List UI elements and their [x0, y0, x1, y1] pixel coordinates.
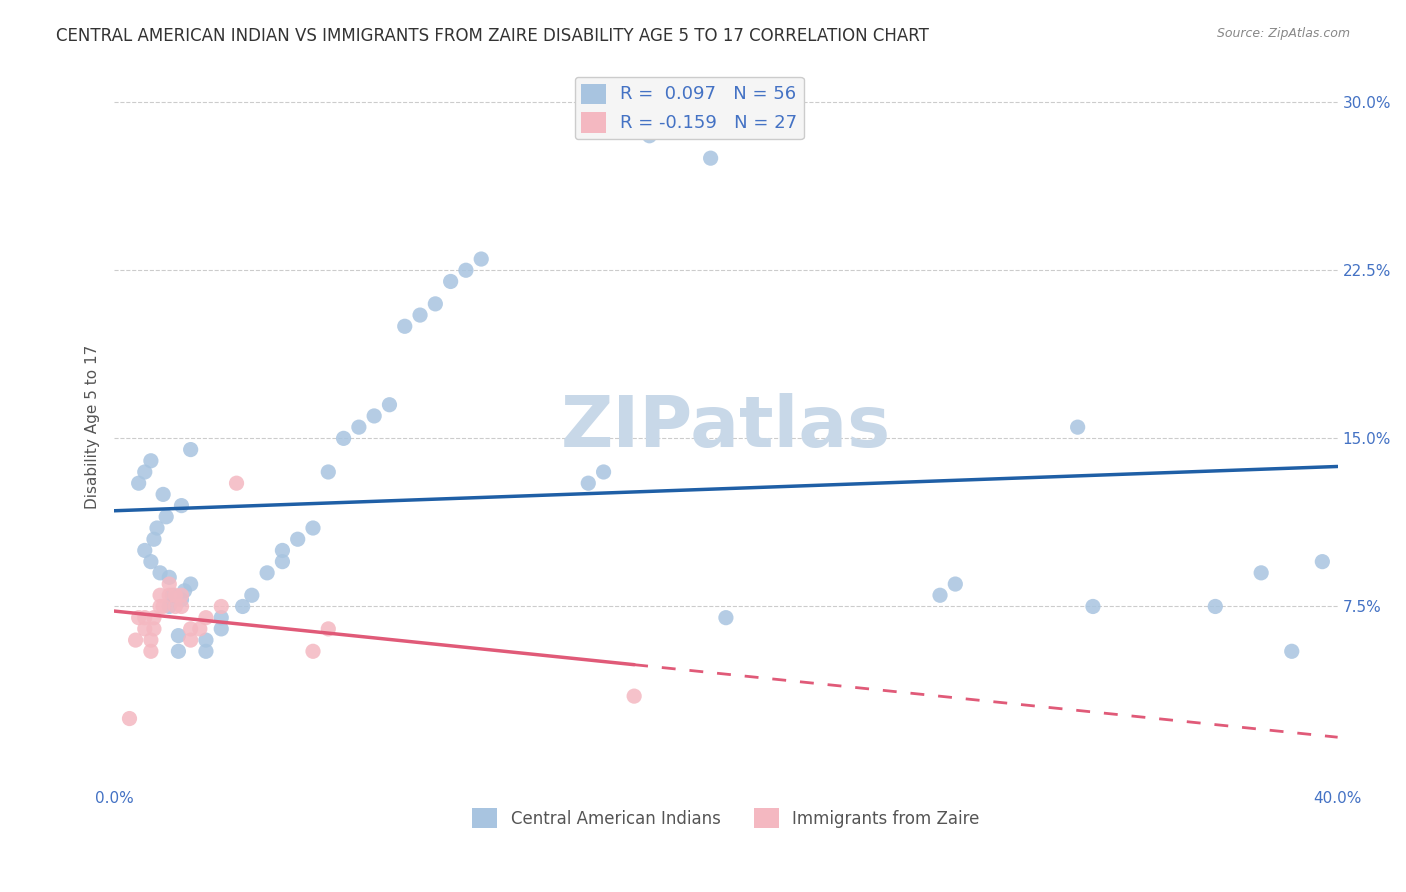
Legend: Central American Indians, Immigrants from Zaire: Central American Indians, Immigrants fro…	[465, 801, 986, 835]
Point	[1312, 555, 1334, 569]
Text: CENTRAL AMERICAN INDIAN VS IMMIGRANTS FROM ZAIRE DISABILITY AGE 5 TO 17 CORRELAT: CENTRAL AMERICAN INDIAN VS IMMIGRANTS FR…	[56, 27, 929, 45]
Point	[1281, 644, 1303, 658]
Point	[576, 476, 599, 491]
Point	[1066, 420, 1088, 434]
Point	[180, 442, 202, 457]
Point	[209, 622, 232, 636]
Point	[454, 263, 477, 277]
Point	[1081, 599, 1104, 614]
Point	[225, 476, 247, 491]
Point	[134, 465, 156, 479]
Point	[157, 577, 180, 591]
Point	[194, 644, 217, 658]
Point	[157, 588, 180, 602]
Point	[316, 465, 339, 479]
Point	[592, 465, 614, 479]
Point	[167, 629, 190, 643]
Point	[152, 487, 174, 501]
Y-axis label: Disability Age 5 to 17: Disability Age 5 to 17	[86, 345, 100, 509]
Point	[240, 588, 263, 602]
Point	[134, 543, 156, 558]
Point	[167, 644, 190, 658]
Point	[409, 308, 432, 322]
Point	[232, 599, 254, 614]
Point	[302, 644, 325, 658]
Point	[142, 610, 165, 624]
Point	[149, 599, 172, 614]
Point	[170, 592, 193, 607]
Point	[470, 252, 492, 266]
Point	[180, 622, 202, 636]
Point	[157, 570, 180, 584]
Point	[142, 533, 165, 547]
Point	[440, 275, 463, 289]
Point	[638, 128, 661, 143]
Point	[378, 398, 401, 412]
Point	[194, 633, 217, 648]
Point	[170, 599, 193, 614]
Point	[209, 610, 232, 624]
Point	[162, 588, 184, 602]
Point	[170, 499, 193, 513]
Point	[157, 599, 180, 614]
Point	[623, 689, 645, 703]
Point	[188, 622, 211, 636]
Point	[287, 533, 309, 547]
Point	[1204, 599, 1226, 614]
Point	[180, 577, 202, 591]
Point	[1250, 566, 1272, 580]
Point	[699, 151, 721, 165]
Point	[142, 622, 165, 636]
Point	[146, 521, 169, 535]
Point	[654, 118, 676, 132]
Point	[332, 431, 354, 445]
Point	[347, 420, 370, 434]
Point	[173, 583, 195, 598]
Point	[128, 610, 150, 624]
Point	[302, 521, 325, 535]
Point	[134, 610, 156, 624]
Point	[149, 566, 172, 580]
Point	[152, 599, 174, 614]
Point	[271, 555, 294, 569]
Point	[139, 644, 162, 658]
Point	[943, 577, 966, 591]
Point	[714, 610, 737, 624]
Point	[209, 599, 232, 614]
Point	[929, 588, 952, 602]
Point	[425, 297, 447, 311]
Point	[363, 409, 385, 423]
Point	[124, 633, 146, 648]
Point	[139, 633, 162, 648]
Text: Source: ZipAtlas.com: Source: ZipAtlas.com	[1216, 27, 1350, 40]
Point	[316, 622, 339, 636]
Point	[149, 588, 172, 602]
Point	[134, 622, 156, 636]
Text: ZIPatlas: ZIPatlas	[561, 392, 891, 462]
Point	[271, 543, 294, 558]
Point	[165, 599, 187, 614]
Point	[155, 509, 177, 524]
Point	[394, 319, 416, 334]
Point	[180, 633, 202, 648]
Point	[256, 566, 278, 580]
Point	[139, 454, 162, 468]
Point	[139, 555, 162, 569]
Point	[194, 610, 217, 624]
Point	[128, 476, 150, 491]
Point	[165, 588, 187, 602]
Point	[170, 588, 193, 602]
Point	[118, 712, 141, 726]
